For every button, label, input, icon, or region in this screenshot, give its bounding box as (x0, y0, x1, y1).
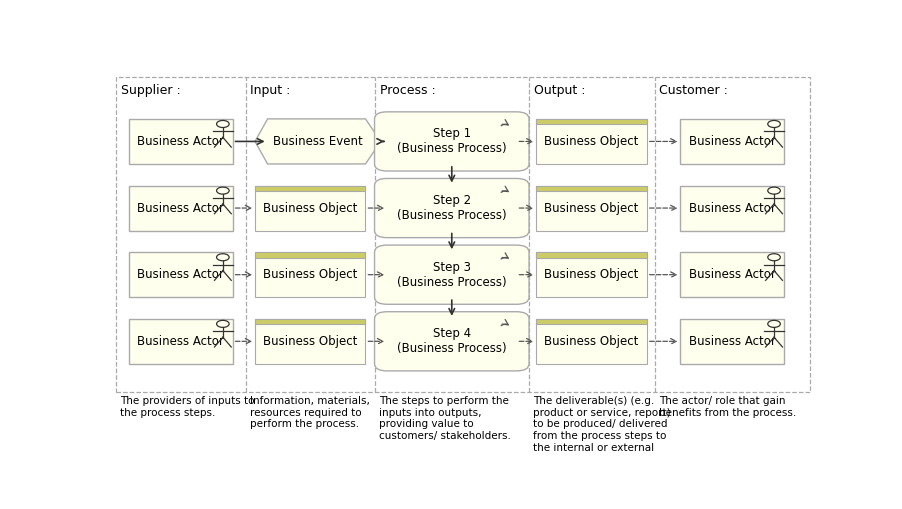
FancyBboxPatch shape (129, 319, 233, 364)
FancyBboxPatch shape (680, 119, 784, 164)
Text: Business Actor: Business Actor (688, 335, 776, 348)
FancyBboxPatch shape (537, 119, 647, 124)
FancyBboxPatch shape (374, 179, 529, 238)
Text: Input :: Input : (251, 84, 290, 97)
Text: The providers of inputs to
the process steps.: The providers of inputs to the process s… (121, 396, 255, 418)
FancyBboxPatch shape (537, 185, 647, 191)
FancyBboxPatch shape (255, 252, 365, 258)
FancyBboxPatch shape (680, 319, 784, 364)
Text: Customer :: Customer : (659, 84, 728, 97)
Text: Business Event: Business Event (273, 135, 363, 148)
FancyBboxPatch shape (537, 319, 647, 324)
Text: Step 3
(Business Process): Step 3 (Business Process) (397, 261, 507, 289)
Text: Step 2
(Business Process): Step 2 (Business Process) (397, 194, 507, 222)
FancyBboxPatch shape (255, 319, 365, 364)
FancyBboxPatch shape (374, 312, 529, 371)
Text: Business Actor: Business Actor (137, 202, 225, 215)
FancyBboxPatch shape (374, 112, 529, 171)
FancyBboxPatch shape (537, 252, 647, 297)
Text: Output :: Output : (534, 84, 585, 97)
FancyBboxPatch shape (255, 319, 365, 324)
FancyBboxPatch shape (537, 119, 647, 164)
FancyBboxPatch shape (255, 185, 365, 231)
FancyBboxPatch shape (255, 185, 365, 191)
FancyBboxPatch shape (537, 252, 647, 258)
Text: Business Actor: Business Actor (137, 335, 225, 348)
Text: Step 1
(Business Process): Step 1 (Business Process) (397, 127, 507, 155)
Text: Business Object: Business Object (263, 268, 357, 281)
Polygon shape (255, 119, 381, 164)
Text: The actor/ role that gain
benefits from the process.: The actor/ role that gain benefits from … (658, 396, 796, 418)
FancyBboxPatch shape (680, 252, 784, 297)
Text: The steps to perform the
inputs into outputs,
providing value to
customers/ stak: The steps to perform the inputs into out… (379, 396, 511, 441)
Text: Business Actor: Business Actor (688, 202, 776, 215)
FancyBboxPatch shape (129, 119, 233, 164)
Text: Business Object: Business Object (545, 268, 639, 281)
Text: Business Object: Business Object (263, 335, 357, 348)
FancyBboxPatch shape (374, 245, 529, 304)
Text: Business Object: Business Object (545, 335, 639, 348)
Text: Step 4
(Business Process): Step 4 (Business Process) (397, 327, 507, 355)
Text: Business Actor: Business Actor (688, 135, 776, 148)
FancyBboxPatch shape (680, 185, 784, 231)
Text: Process :: Process : (380, 84, 436, 97)
Text: Business Actor: Business Actor (688, 268, 776, 281)
FancyBboxPatch shape (255, 252, 365, 297)
Text: Information, materials,
resources required to
perform the process.: Information, materials, resources requir… (250, 396, 370, 430)
Text: The deliverable(s) (e.g.
product or service, report)
to be produced/ delivered
f: The deliverable(s) (e.g. product or serv… (533, 396, 670, 453)
Text: Supplier :: Supplier : (121, 84, 181, 97)
Text: Business Actor: Business Actor (137, 135, 225, 148)
Text: Business Object: Business Object (263, 202, 357, 215)
Text: Business Object: Business Object (545, 202, 639, 215)
FancyBboxPatch shape (537, 319, 647, 364)
FancyBboxPatch shape (537, 185, 647, 231)
FancyBboxPatch shape (129, 252, 233, 297)
Text: Business Object: Business Object (545, 135, 639, 148)
FancyBboxPatch shape (129, 185, 233, 231)
Text: Business Actor: Business Actor (137, 268, 225, 281)
